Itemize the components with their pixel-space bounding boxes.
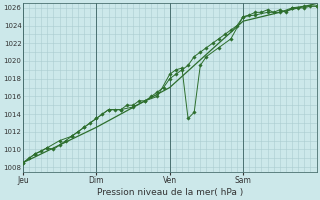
X-axis label: Pression niveau de la mer( hPa ): Pression niveau de la mer( hPa ) [97,188,243,197]
